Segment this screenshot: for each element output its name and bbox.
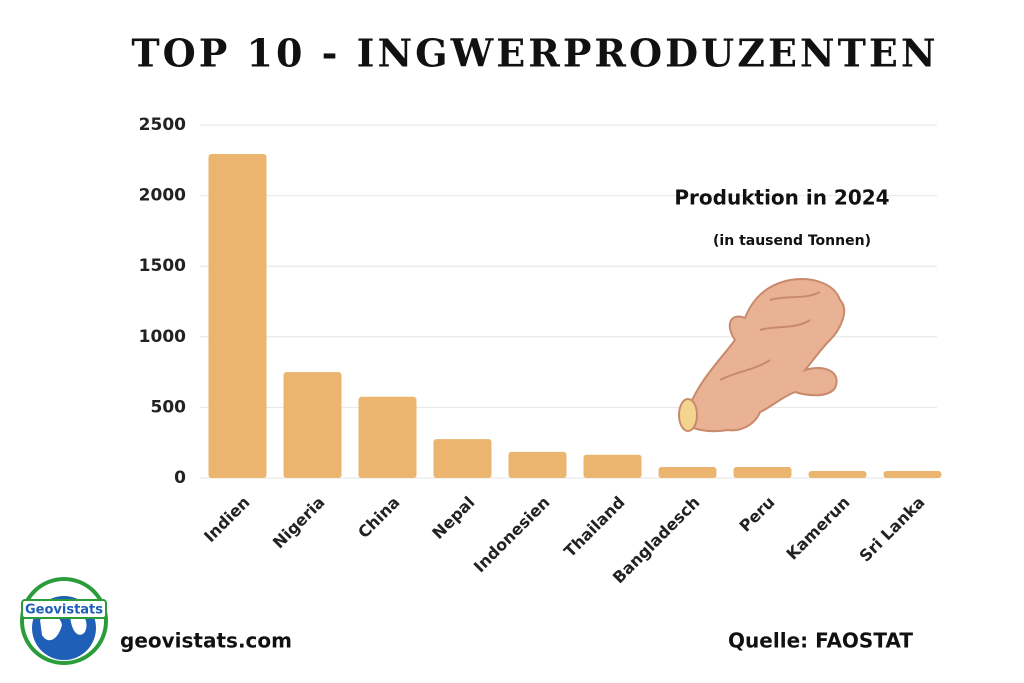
x-tick-label: Nepal [428, 493, 478, 543]
x-tick-label: Kamerun [783, 493, 854, 564]
bar [733, 466, 792, 478]
x-tick-label: Sri Lanka [855, 493, 928, 566]
x-tick-label: Indien [200, 493, 253, 546]
x-tick-label: Indonesien [470, 493, 554, 577]
bar [433, 439, 492, 478]
logo: Geovistats [20, 577, 108, 665]
source: Quelle: FAOSTAT [728, 629, 913, 653]
y-tick-label: 0 [174, 468, 186, 488]
bar [583, 454, 642, 478]
bar [883, 470, 942, 478]
x-tick-label: China [354, 493, 403, 542]
x-tick-label: Peru [735, 493, 778, 536]
bar [508, 451, 567, 478]
y-tick-label: 500 [151, 397, 187, 417]
bar [658, 466, 717, 478]
y-tick-label: 1000 [139, 327, 186, 347]
y-tick-label: 1500 [139, 256, 186, 276]
bar [808, 470, 867, 478]
x-tick-label: Thailand [560, 493, 628, 561]
annotation: Produktion in 2024 [674, 186, 889, 210]
ginger-illustration [678, 278, 846, 433]
logo-text: Geovistats [25, 603, 103, 618]
website: geovistats.com [120, 629, 292, 653]
bar [283, 372, 342, 478]
y-tick-label: 2500 [139, 115, 186, 135]
sub-annotation: (in tausend Tonnen) [713, 233, 871, 249]
bar [208, 153, 267, 479]
x-tick-label: Nigeria [269, 493, 329, 553]
bar [358, 396, 417, 478]
chart-title: TOP 10 - INGWERPRODUZENTEN [131, 31, 938, 76]
y-tick-label: 2000 [139, 186, 186, 206]
